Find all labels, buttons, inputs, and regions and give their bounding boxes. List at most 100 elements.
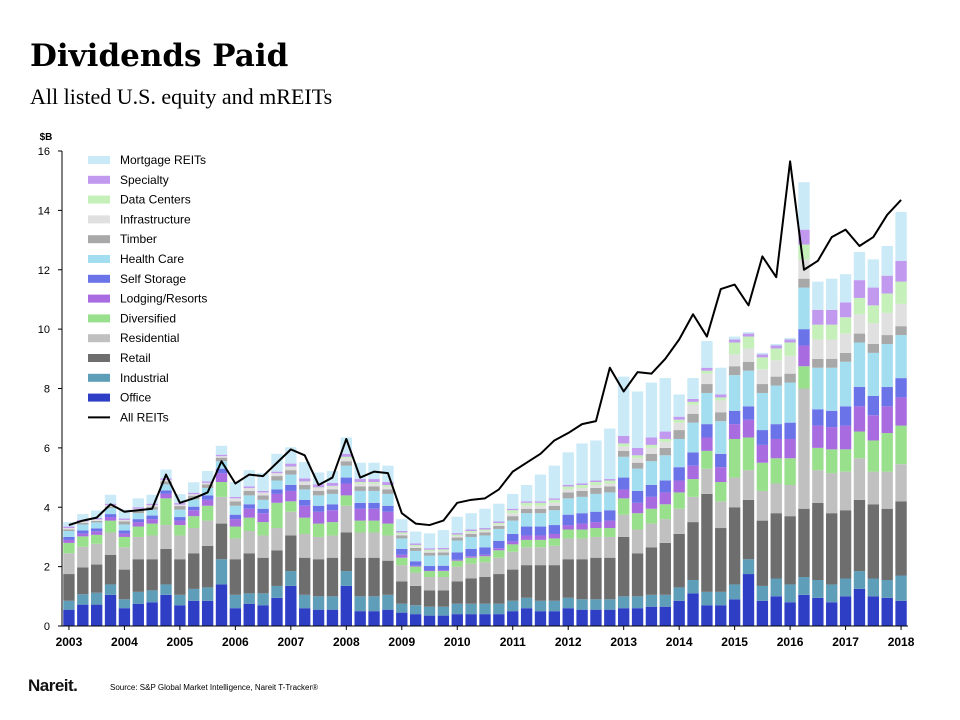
bar-segment-health-care	[742, 370, 755, 407]
bar-segment-diversified	[881, 433, 893, 472]
bar-segment-data-centers	[520, 502, 533, 506]
bar-segment-mortgage-reits	[826, 278, 838, 310]
bar-segment-diversified	[257, 522, 269, 536]
bar-segment-infrastructure	[867, 323, 880, 344]
bar-segment-office	[631, 608, 644, 626]
bar-segment-diversified	[645, 508, 658, 524]
legend-item-retail: Retail	[88, 351, 151, 365]
bar-segment-residential	[451, 566, 463, 582]
bar-stack-2007Q4	[326, 471, 339, 626]
bar-segment-industrial	[659, 594, 671, 607]
bar-segment-self-storage	[715, 453, 727, 468]
bar-stack-2008Q4	[382, 465, 394, 626]
bar-segment-retail	[160, 548, 172, 585]
bar-segment-residential	[215, 496, 228, 524]
bar-segment-timber	[673, 430, 685, 439]
bar-segment-residential	[576, 538, 588, 560]
bar-segment-diversified	[132, 526, 144, 537]
bar-segment-data-centers	[465, 531, 477, 533]
bar-segment-residential	[174, 535, 186, 560]
bar-segment-retail	[465, 578, 477, 604]
bar-segment-residential	[326, 535, 339, 558]
legend-item-office: Office	[88, 391, 151, 405]
bar-segment-self-storage	[520, 526, 533, 536]
bar-segment-infrastructure	[104, 505, 117, 507]
bar-segment-timber	[631, 462, 644, 469]
bar-segment-industrial	[423, 606, 436, 616]
bar-segment-self-storage	[798, 329, 810, 346]
bar-segment-specialty	[437, 547, 450, 550]
bar-segment-infrastructure	[63, 528, 75, 530]
bar-segment-timber	[465, 533, 477, 537]
bar-segment-diversified	[104, 520, 117, 533]
bar-stack-2005Q4	[215, 445, 228, 626]
bar-segment-industrial	[299, 594, 311, 609]
bar-segment-data-centers	[423, 549, 436, 552]
bar-segment-retail	[132, 559, 144, 592]
bar-segment-health-care	[826, 367, 838, 411]
bar-stack-2012Q3	[590, 440, 602, 626]
legend-swatch	[88, 334, 110, 343]
legend-label: Data Centers	[120, 193, 191, 207]
bar-segment-specialty	[687, 398, 699, 402]
bar-segment-office	[826, 602, 838, 626]
bar-stack-2003Q2	[77, 514, 89, 627]
bar-segment-retail	[437, 590, 450, 607]
bar-segment-diversified	[77, 536, 89, 547]
y-tick-label: 10	[38, 324, 50, 336]
bar-segment-self-storage	[243, 504, 255, 509]
bar-segment-infrastructure	[146, 505, 158, 507]
bar-segment-retail	[479, 577, 491, 604]
bar-segment-health-care	[104, 508, 117, 515]
bar-segment-residential	[368, 532, 380, 558]
bar-segment-infrastructure	[326, 486, 339, 490]
bar-segment-office	[770, 596, 782, 626]
bar-segment-lodging-resorts	[215, 473, 228, 483]
bar-segment-data-centers	[507, 510, 519, 514]
bar-segment-health-care	[548, 510, 561, 526]
bar-segment-specialty	[340, 453, 352, 457]
bar-segment-infrastructure	[659, 441, 671, 448]
bar-segment-infrastructure	[604, 483, 616, 487]
bar-segment-self-storage	[576, 513, 588, 524]
bar-segment-mortgage-reits	[118, 509, 131, 519]
bar-segment-timber	[257, 495, 269, 500]
bar-segment-office	[507, 611, 519, 626]
bar-segment-health-care	[895, 335, 907, 379]
bar-segment-retail	[312, 559, 325, 597]
bar-segment-mortgage-reits	[798, 182, 810, 230]
bar-segment-diversified	[188, 516, 200, 529]
bar-segment-data-centers	[728, 342, 741, 355]
bar-segment-residential	[201, 520, 214, 546]
bar-segment-diversified	[756, 462, 769, 491]
bar-segment-mortgage-reits	[631, 391, 644, 448]
bar-stack-2009Q4	[437, 530, 450, 626]
bar-segment-retail	[354, 557, 366, 597]
bar-segment-diversified	[215, 482, 228, 497]
bar-segment-data-centers	[312, 487, 325, 488]
bar-segment-data-centers	[299, 481, 311, 483]
bar-segment-retail	[826, 513, 838, 585]
bar-segment-mortgage-reits	[201, 471, 214, 482]
bar-segment-diversified	[118, 536, 131, 548]
bar-segment-lodging-resorts	[437, 570, 450, 572]
bar-segment-office	[215, 584, 228, 626]
bar-segment-health-care	[812, 367, 824, 410]
bar-segment-industrial	[742, 559, 755, 575]
bar-segment-infrastructure	[368, 483, 380, 487]
bar-segment-self-storage	[562, 514, 574, 526]
bar-segment-diversified	[382, 523, 394, 536]
bar-segment-lodging-resorts	[368, 508, 380, 521]
legend-label: Health Care	[120, 252, 184, 266]
legend-swatch	[88, 215, 110, 224]
bar-segment-infrastructure	[285, 467, 297, 471]
bar-segment-infrastructure	[423, 551, 436, 553]
bar-segment-retail	[118, 569, 131, 600]
bar-segment-office	[257, 605, 269, 626]
bar-segment-mortgage-reits	[174, 494, 186, 504]
bar-segment-retail	[576, 559, 588, 600]
x-tick-label: 2011	[500, 635, 526, 649]
bar-segment-self-storage	[299, 499, 311, 506]
bar-segment-retail	[146, 559, 158, 591]
bar-segment-specialty	[215, 454, 228, 457]
